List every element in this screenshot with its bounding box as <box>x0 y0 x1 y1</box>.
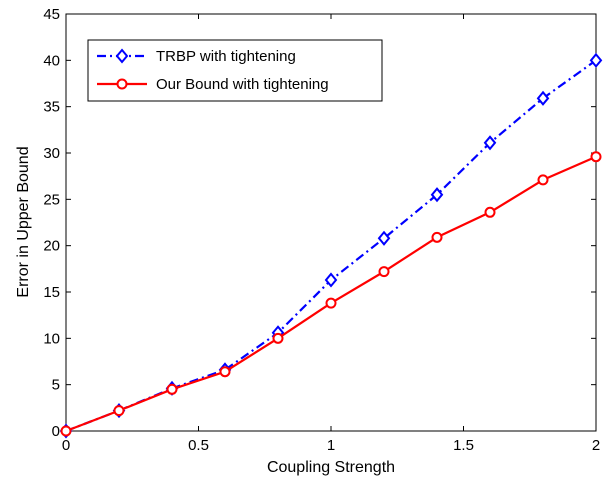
y-tick-label: 0 <box>52 423 60 440</box>
x-axis-label: Coupling Strength <box>267 459 395 476</box>
data-point-circle <box>272 332 284 344</box>
y-axis-label: Error in Upper Bound <box>15 146 32 297</box>
y-tick-label: 30 <box>43 145 60 162</box>
data-point-circle <box>219 366 231 378</box>
y-tick-label: 20 <box>43 238 60 255</box>
data-point-circle <box>537 174 549 186</box>
data-point-circle <box>378 266 390 278</box>
series-group <box>59 52 603 439</box>
data-point-circle <box>431 231 443 243</box>
legend: TRBP with tightening Our Bound with tigh… <box>87 39 383 102</box>
data-point-diamond <box>589 52 603 68</box>
y-tick-label: 10 <box>43 330 60 347</box>
legend-box <box>87 39 383 102</box>
data-point-circle <box>60 425 72 437</box>
legend-marker-trbp <box>115 48 129 64</box>
data-point-diamond <box>324 272 338 288</box>
x-tick-label: 0 <box>62 437 70 454</box>
data-point-circle <box>166 383 178 395</box>
y-tick-label: 40 <box>43 52 60 69</box>
y-tick-label: 25 <box>43 191 60 208</box>
x-tick-label: 2 <box>592 437 600 454</box>
legend-label-ours: Our Bound with tightening <box>156 76 329 93</box>
y-tick-label: 5 <box>52 377 60 394</box>
y-tick-label: 45 <box>43 6 60 23</box>
x-tick-label: 0.5 <box>188 437 209 454</box>
legend-marker-ours <box>116 78 128 90</box>
x-tick-label: 1.5 <box>453 437 474 454</box>
data-point-diamond <box>430 187 444 203</box>
y-tick-label: 35 <box>43 99 60 116</box>
data-point-circle <box>325 297 337 309</box>
data-point-diamond <box>483 135 497 151</box>
y-tick-label: 15 <box>43 284 60 301</box>
legend-label-trbp: TRBP with tightening <box>156 48 296 65</box>
data-point-circle <box>113 405 125 417</box>
data-point-circle <box>484 206 496 218</box>
data-point-diamond <box>377 230 391 246</box>
data-point-circle <box>590 151 602 163</box>
data-point-diamond <box>536 90 550 106</box>
x-tick-label: 1 <box>327 437 335 454</box>
